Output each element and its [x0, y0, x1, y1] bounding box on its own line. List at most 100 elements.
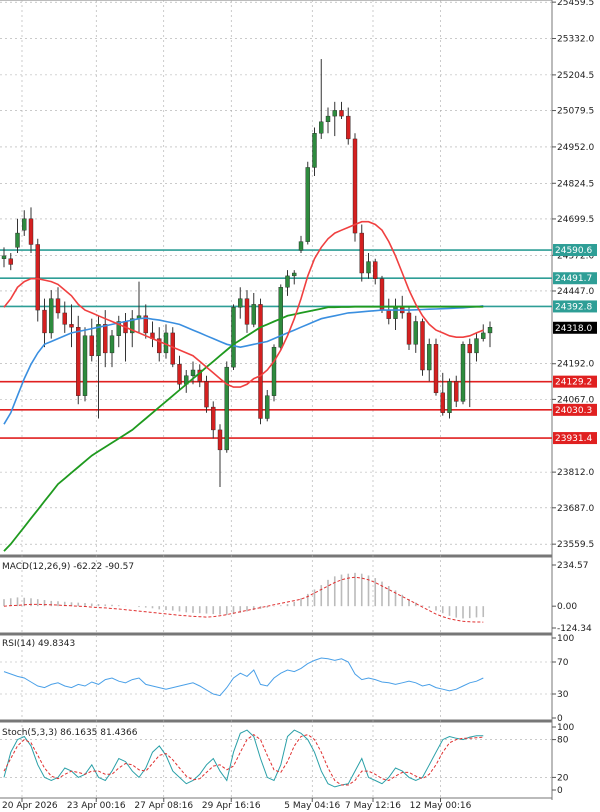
- candle-bear: [420, 321, 425, 371]
- candle-bear: [55, 298, 61, 314]
- level-tag-resistance: [553, 300, 597, 313]
- rsi-tick-label: 70: [557, 658, 569, 668]
- candle-bear: [352, 138, 358, 234]
- rsi-pane: 100 70 30 0: [0, 634, 574, 724]
- rsi-tick-label: 100: [557, 634, 574, 644]
- candle-bear: [244, 298, 250, 325]
- candle-bull: [271, 346, 277, 396]
- candle-bull: [190, 369, 196, 376]
- candle-bull: [116, 321, 121, 336]
- level-tag-label: 24030.3: [555, 406, 592, 416]
- time-tick-label: 7 May 12:16: [345, 801, 401, 811]
- price-tick-label: 24699.5: [557, 215, 594, 225]
- candle-bear: [103, 324, 108, 354]
- candle-bull: [319, 121, 324, 134]
- level-tag-support: [553, 432, 597, 445]
- current-price-label: 24318.0: [555, 324, 592, 334]
- stoch-tick-label: 20: [557, 773, 569, 783]
- candle-bull: [109, 335, 115, 354]
- candle-bear: [386, 309, 391, 319]
- candle-bull: [285, 275, 290, 288]
- level-tag-support: [553, 403, 597, 416]
- ma-red-line: [3, 220, 484, 388]
- macd-title: MACD(12,26,9) -62.22 -90.57: [2, 562, 134, 572]
- level-tag-label: 24491.7: [555, 274, 592, 284]
- price-tick-label: 25079.5: [557, 107, 594, 117]
- macd-pane: 234.57 0.00 -124.34: [3, 561, 592, 634]
- candle-bull: [332, 110, 337, 117]
- level-tag-resistance: [553, 272, 597, 285]
- candle-bull: [366, 261, 371, 274]
- candle-bear: [258, 304, 263, 419]
- candle-bull: [460, 344, 466, 402]
- price-tick-label: 25204.5: [557, 71, 594, 81]
- candle-bull: [413, 321, 418, 345]
- macd-signal-line: [3, 576, 484, 623]
- time-tick-label: 12 May 00:16: [410, 801, 472, 811]
- moving-averages: [3, 220, 484, 552]
- candle-bull: [325, 115, 331, 123]
- level-tag-label: 24392.8: [555, 302, 592, 312]
- candle-bear: [339, 110, 344, 117]
- ma-green-line: [3, 305, 484, 552]
- level-tag-label: 24590.6: [555, 246, 592, 256]
- level-tag-label: 24129.2: [555, 378, 592, 388]
- price-tick-label: 24572.0: [557, 251, 594, 261]
- candle-bear: [76, 327, 81, 396]
- price-tick-label: 25332.0: [557, 35, 594, 45]
- price-tick-label: 24824.5: [557, 179, 594, 189]
- candle-bull: [393, 307, 398, 319]
- candle-bull: [224, 366, 229, 451]
- candle-bear: [406, 312, 412, 345]
- time-tick-label: 27 Apr 08:16: [134, 801, 193, 811]
- price-tick-label: 23559.5: [557, 540, 594, 550]
- macd-tick-label: 0.00: [557, 602, 577, 612]
- candle-bull: [265, 395, 270, 419]
- pane-frames: [0, 0, 553, 800]
- candle-bull: [82, 335, 88, 396]
- time-tick-label: 23 Apr 00:16: [67, 801, 126, 811]
- price-tick-label: 23812.0: [557, 468, 594, 478]
- rsi-title: RSI(14) 49.8343: [2, 639, 75, 649]
- candle-bull: [22, 218, 27, 231]
- price-tick-label: 25459.5: [557, 0, 594, 8]
- rsi-line: [3, 657, 484, 697]
- candle-bear: [42, 309, 47, 334]
- candle-bull: [292, 272, 297, 277]
- level-tag-support: [553, 375, 597, 388]
- candle-bull: [96, 324, 101, 356]
- stoch-tick-label: 0: [557, 786, 563, 796]
- candle-bull: [474, 338, 479, 354]
- level-tags: 24590.6 24491.7 24392.8 24129.2 24030.3 23931…: [553, 244, 597, 445]
- candle-bear: [28, 218, 34, 245]
- stoch-signal-line: [3, 733, 484, 786]
- level-tag-label: 23931.4: [555, 434, 592, 444]
- stoch-main-line: [3, 729, 484, 788]
- candle-bull: [447, 381, 452, 413]
- stochastic-pane: 100 80 20 0: [0, 723, 574, 796]
- candle-bull: [130, 318, 135, 334]
- grid-lines: [0, 0, 552, 798]
- candle-bear: [359, 232, 364, 274]
- price-tick-label: 24192.0: [557, 360, 594, 370]
- rsi-tick-label: 30: [557, 690, 569, 700]
- candle-bull: [487, 327, 493, 334]
- candle-bear: [35, 244, 40, 311]
- price-tick-label: 23687.0: [557, 504, 594, 514]
- candle-bull: [427, 344, 432, 371]
- candle-bull: [298, 241, 304, 251]
- candle-bear: [440, 392, 445, 413]
- price-tick-label: 24447.0: [557, 287, 594, 297]
- candle-bear: [69, 324, 74, 328]
- candle-bear: [217, 429, 223, 451]
- level-tag-resistance: [553, 244, 597, 257]
- time-tick-label: 5 May 04:16: [284, 801, 340, 811]
- candle-bull: [305, 167, 310, 242]
- candle-bull: [481, 332, 486, 339]
- candle-bull: [251, 304, 256, 325]
- candle-bear: [454, 381, 459, 402]
- ma-blue-line: [3, 305, 484, 425]
- candle-bear: [379, 278, 385, 311]
- candle-bull: [15, 232, 20, 248]
